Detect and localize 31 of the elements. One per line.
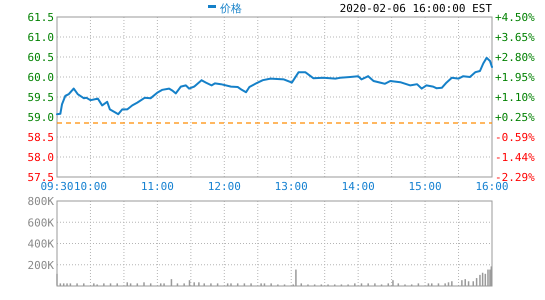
y2-tick-label: -1.44%: [495, 150, 536, 164]
y-tick-label: 59.0: [28, 111, 54, 124]
x-tick-label: 12:00: [208, 180, 241, 193]
x-tick-label: 11:00: [140, 180, 174, 193]
y-tick-label: 59.5: [28, 91, 54, 104]
y2-tick-label: +4.50%: [495, 11, 536, 24]
y2-tick-label: +1.95%: [495, 71, 536, 84]
y-tick-label: 61.5: [28, 11, 54, 24]
x-tick-label: 10:00: [74, 180, 108, 193]
x-tick-label: 15:00: [408, 180, 442, 193]
y-tick-label: 200K: [28, 258, 54, 272]
y-tick-label: 60.5: [28, 51, 54, 64]
x-tick-label: 16:00: [475, 180, 509, 193]
y-tick-label: 58.0: [28, 151, 54, 164]
y2-tick-label: -0.59%: [495, 130, 536, 144]
y-tick-label: 61.0: [28, 31, 54, 44]
y-tick-label: 600K: [28, 216, 54, 230]
x-tick-label: 09:30: [40, 180, 74, 193]
x-tick-label: 14:00: [342, 180, 375, 193]
y2-tick-label: +2.80%: [495, 51, 536, 64]
y-tick-label: 800K: [28, 195, 54, 208]
line-series: [56, 56, 493, 116]
chart-subtitle: 2020-02-06 16:00:00 EST: [340, 2, 492, 15]
y-tick-label: 60.0: [28, 71, 54, 84]
y2-tick-label: +1.10%: [495, 91, 536, 104]
y2-tick-label: +3.65%: [495, 31, 536, 44]
y2-tick-label: +0.25%: [495, 111, 536, 124]
y-tick-label: 400K: [28, 238, 54, 250]
x-tick-label: 13:00: [274, 180, 308, 193]
legend-label: 价格: [219, 2, 242, 15]
y-tick-label: 58.5: [28, 131, 54, 144]
